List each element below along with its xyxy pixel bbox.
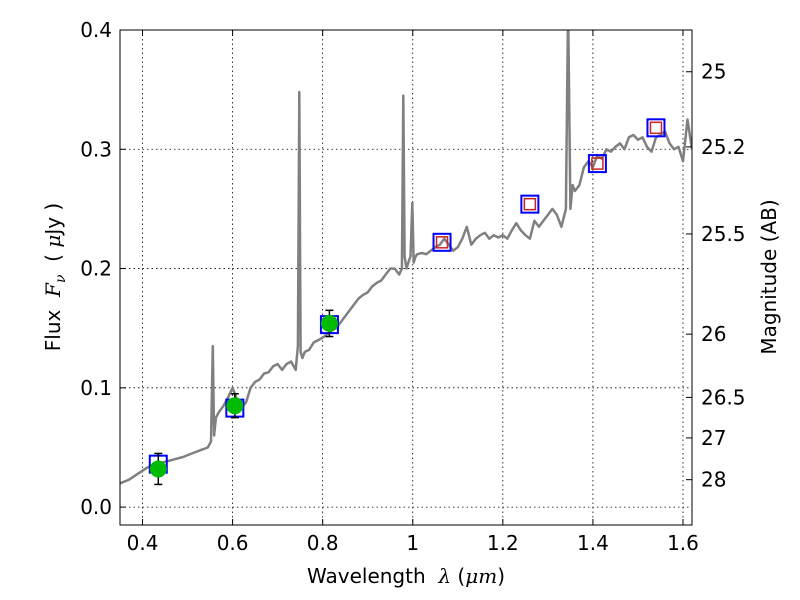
- x-tick-label: 1.2: [487, 531, 519, 555]
- mag-tick-label: 26: [701, 322, 726, 346]
- x-tick-label: 1.4: [577, 531, 609, 555]
- mag-tick-label: 25.2: [701, 135, 746, 159]
- model-magnitude-marker: [435, 236, 449, 249]
- mag-tick-label: 28: [701, 468, 726, 492]
- model-magnitude-marker: [591, 157, 604, 170]
- photometry-box: [432, 232, 452, 252]
- model-magnitude-marker: [649, 121, 663, 135]
- axes-frame: [119, 29, 693, 526]
- spectrum-line: [120, 30, 692, 485]
- x-axis-label: Wavelength λ (μm): [307, 564, 505, 588]
- mag-tick-label: 25: [701, 60, 726, 84]
- x-tick-label: 1: [406, 531, 419, 555]
- secondary-y-axis-label: Magnitude (AB): [757, 199, 781, 354]
- mag-tick-label: 26.5: [701, 385, 746, 409]
- mag-tick-label: 27: [701, 426, 726, 450]
- y-axis-label: Flux Fν ( μJy ): [41, 203, 69, 351]
- x-tick-label: 1.6: [667, 531, 699, 555]
- y-tick-label: 0.3: [80, 137, 112, 161]
- observed-point: [226, 397, 244, 415]
- photometry-box: [646, 118, 666, 138]
- observed-point: [320, 314, 338, 332]
- y-tick-label: 0.0: [80, 495, 112, 519]
- photometry-box: [520, 194, 540, 214]
- model-magnitude-marker: [523, 197, 537, 211]
- grid-lines: [120, 29, 692, 525]
- plot-area: [120, 30, 692, 486]
- x-tick-label: 0.8: [307, 531, 339, 555]
- mag-tick-label: 25.5: [701, 222, 746, 246]
- x-tick-label: 0.4: [127, 531, 159, 555]
- y-tick-label: 0.4: [80, 18, 112, 42]
- observed-point: [149, 460, 167, 478]
- y-tick-label: 0.2: [80, 257, 112, 281]
- axis-ticks: 0.4 0.6 0.8 1 1.2 1.4 1.6 0.0 0.1 0.2 0.3 0.4 25 25.2…: [80, 18, 745, 555]
- x-tick-label: 0.6: [217, 531, 249, 555]
- y-tick-label: 0.1: [80, 376, 112, 400]
- photometry-box: [587, 154, 607, 174]
